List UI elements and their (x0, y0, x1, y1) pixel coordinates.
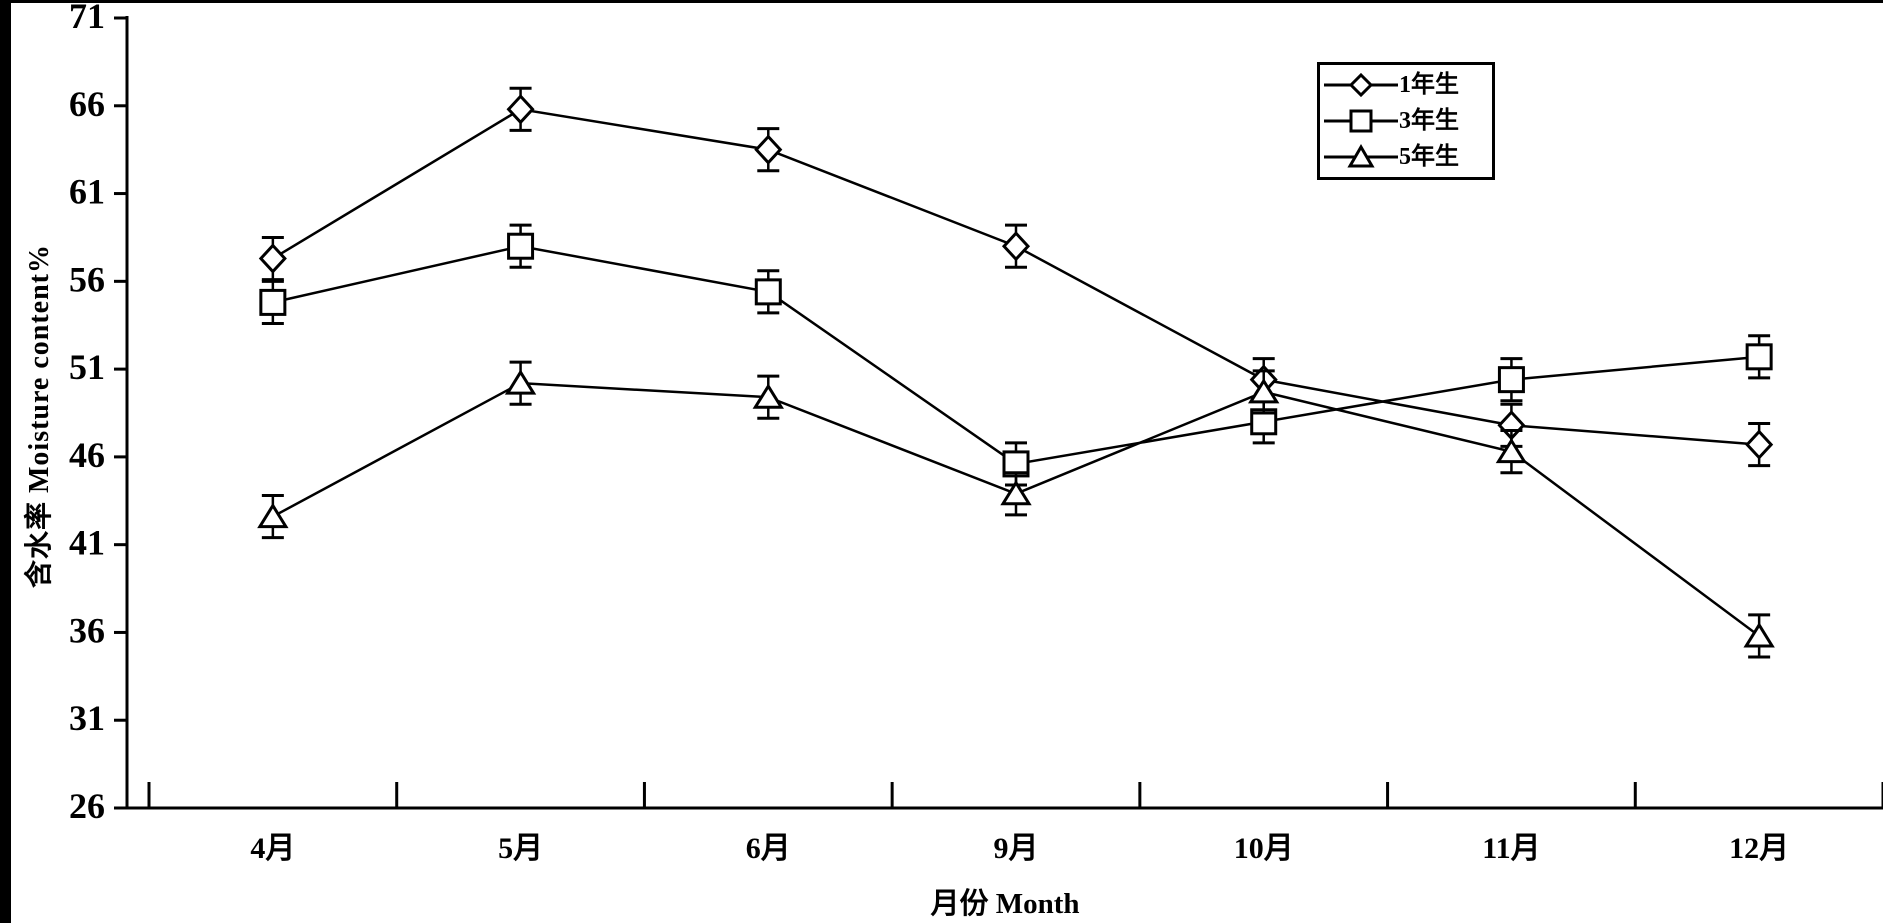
legend-label: 5年生 (1399, 144, 1459, 170)
diamond-marker (754, 134, 783, 165)
x-tick-label: 9月 (994, 832, 1039, 865)
triangle-marker (257, 502, 289, 529)
series-line (272, 244, 1760, 466)
window-border-left (0, 0, 11, 923)
x-tick-label: 12月 (1729, 832, 1789, 865)
y-tick-label: 36 (69, 610, 105, 650)
legend-item-year3: 3年生 (1324, 108, 1488, 134)
legend-label: 1年生 (1399, 72, 1459, 98)
square-marker-icon (1324, 109, 1398, 133)
diamond-marker (506, 94, 535, 125)
legend-item-year1: 1年生 (1324, 72, 1488, 98)
y-tick-label: 61 (69, 172, 105, 212)
window-border-top (0, 0, 1883, 3)
series-line (272, 107, 1760, 446)
x-axis-ticks: 4月 5月 6月 9月 10月 11月 12月 (147, 782, 1883, 865)
y-tick-label: 66 (69, 84, 105, 124)
triangle-marker (1000, 479, 1032, 506)
series-triangle (257, 360, 1775, 659)
y-tick-label: 26 (69, 786, 105, 826)
diamond-marker (1745, 429, 1774, 460)
y-axis-title: 含水率 Moisture content% (24, 244, 55, 588)
triangle-marker (1495, 437, 1528, 464)
y-tick-label: 56 (69, 259, 105, 299)
diamond-marker-icon (1324, 72, 1398, 98)
x-tick-label: 4月 (250, 832, 295, 865)
x-tick-label: 11月 (1482, 832, 1540, 865)
x-tick-label: 10月 (1234, 832, 1294, 865)
legend-label: 3年生 (1399, 108, 1459, 134)
square-marker (1497, 366, 1525, 394)
square-marker (507, 232, 535, 260)
square-marker (259, 288, 287, 316)
square-marker (1745, 343, 1773, 371)
diamond-marker (1001, 231, 1031, 262)
y-axis-ticks: 26 31 36 41 46 51 56 61 66 71 (69, 0, 127, 826)
y-tick-label: 46 (69, 435, 105, 475)
x-tick-label: 5月 (498, 832, 543, 865)
y-tick-label: 51 (69, 347, 105, 387)
y-tick-label: 31 (69, 698, 105, 738)
diamond-marker (258, 243, 287, 274)
triangle-marker (504, 369, 537, 395)
legend-item-year5: 5年生 (1324, 144, 1488, 170)
x-axis-title: 月份 Month (930, 888, 1080, 920)
triangle-marker (752, 383, 784, 409)
triangle-marker-icon (1324, 144, 1398, 168)
triangle-marker (1248, 378, 1280, 404)
axes (125, 16, 1883, 810)
x-tick-label: 6月 (746, 832, 791, 865)
y-tick-label: 71 (69, 0, 105, 36)
series-diamond (258, 86, 1774, 468)
triangle-marker (1743, 622, 1775, 648)
square-marker (754, 278, 782, 306)
y-tick-label: 41 (69, 523, 105, 563)
legend: 1年生 3年生 5年生 (1317, 62, 1495, 180)
